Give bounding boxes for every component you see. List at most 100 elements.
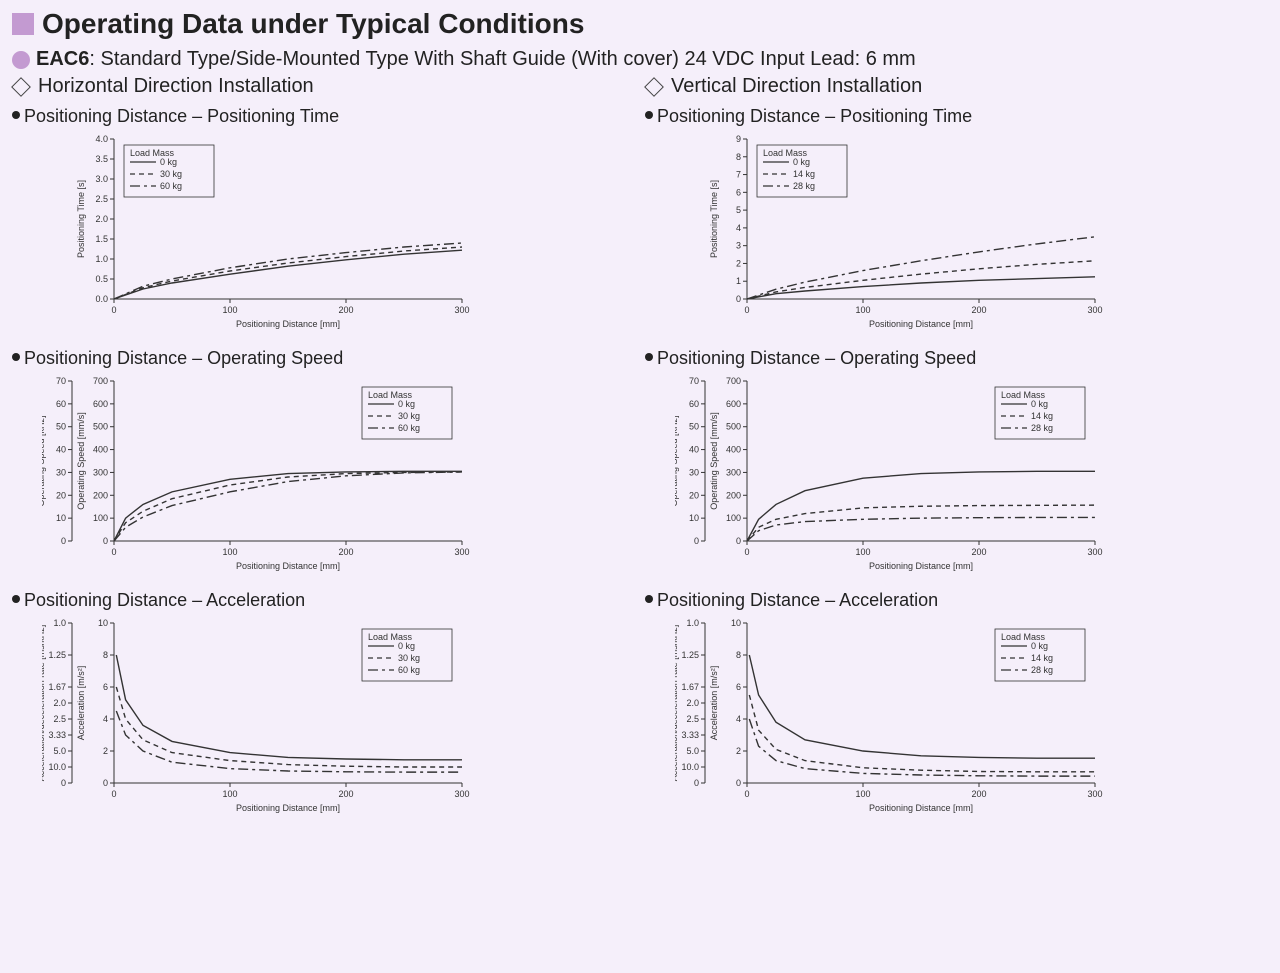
diamond-icon	[644, 77, 664, 97]
svg-text:200: 200	[338, 789, 353, 799]
svg-text:300: 300	[454, 547, 469, 557]
svg-text:0: 0	[111, 789, 116, 799]
svg-text:0: 0	[111, 547, 116, 557]
svg-text:40: 40	[56, 445, 66, 455]
chart-title-text: Positioning Distance – Positioning Time	[24, 106, 339, 126]
svg-text:Operating Speed [mm/s]: Operating Speed [mm/s]	[76, 412, 86, 510]
chart-slot: Positioning Distance – Operating Speed01…	[645, 344, 1268, 576]
svg-text:20: 20	[689, 490, 699, 500]
diamond-icon	[11, 77, 31, 97]
svg-text:50: 50	[56, 422, 66, 432]
svg-text:0 kg: 0 kg	[1031, 399, 1048, 409]
svg-text:60: 60	[689, 399, 699, 409]
svg-text:Positioning Distance [mm]: Positioning Distance [mm]	[869, 561, 973, 571]
svg-text:0: 0	[744, 789, 749, 799]
svg-text:2.0: 2.0	[686, 698, 699, 708]
chart-title-text: Positioning Distance – Operating Speed	[24, 348, 343, 368]
svg-text:700: 700	[726, 376, 741, 386]
svg-text:400: 400	[726, 445, 741, 455]
svg-text:2.5: 2.5	[686, 714, 699, 724]
chart-svg-wrap: 0100200300Positioning Distance [mm]01002…	[645, 371, 1268, 576]
chart-svg: 0100200300Positioning Distance [mm]02468…	[42, 613, 482, 818]
svg-text:60 kg: 60 kg	[398, 665, 420, 675]
svg-text:0: 0	[736, 536, 741, 546]
svg-text:0: 0	[736, 778, 741, 788]
svg-text:4: 4	[103, 714, 108, 724]
svg-text:500: 500	[726, 422, 741, 432]
svg-text:30 kg: 30 kg	[398, 653, 420, 663]
svg-text:100: 100	[93, 513, 108, 523]
svg-text:0 kg: 0 kg	[398, 641, 415, 651]
svg-text:200: 200	[971, 547, 986, 557]
svg-text:6: 6	[103, 682, 108, 692]
column-heading-vertical: Vertical Direction Installation	[645, 75, 1268, 98]
svg-text:0 kg: 0 kg	[793, 157, 810, 167]
svg-text:1.0: 1.0	[686, 618, 699, 628]
svg-text:0: 0	[694, 536, 699, 546]
svg-text:300: 300	[454, 789, 469, 799]
svg-text:4: 4	[736, 223, 741, 233]
svg-text:0: 0	[61, 778, 66, 788]
svg-text:100: 100	[855, 789, 870, 799]
svg-text:Acceleration/deceleration rate: Acceleration/deceleration rate [ms/kHz]	[42, 625, 46, 782]
svg-text:10: 10	[731, 618, 741, 628]
chart-title-text: Positioning Distance – Acceleration	[657, 590, 938, 610]
svg-text:2: 2	[736, 258, 741, 268]
svg-text:2.0: 2.0	[53, 698, 66, 708]
svg-text:0: 0	[694, 778, 699, 788]
chart-svg-wrap: 0100200300Positioning Distance [mm]0.00.…	[12, 129, 635, 334]
svg-text:300: 300	[1087, 547, 1102, 557]
svg-text:28 kg: 28 kg	[1031, 665, 1053, 675]
svg-text:0 kg: 0 kg	[160, 157, 177, 167]
chart-svg-wrap: 0100200300Positioning Distance [mm]02468…	[12, 613, 635, 818]
svg-text:0: 0	[111, 305, 116, 315]
main-title-row: Operating Data under Typical Conditions	[12, 8, 1268, 40]
svg-text:8: 8	[736, 650, 741, 660]
svg-text:1.0: 1.0	[53, 618, 66, 628]
svg-text:10.0: 10.0	[48, 762, 66, 772]
svg-text:3.5: 3.5	[95, 154, 108, 164]
svg-text:600: 600	[726, 399, 741, 409]
square-bullet-icon	[12, 13, 34, 35]
chart-title: Positioning Distance – Positioning Time	[645, 106, 1268, 127]
svg-text:30: 30	[56, 467, 66, 477]
svg-text:Operating Speed [kHz]: Operating Speed [kHz]	[675, 415, 679, 506]
chart-slot: Positioning Distance – Acceleration01002…	[645, 586, 1268, 818]
svg-text:3.0: 3.0	[95, 174, 108, 184]
bullet-icon	[12, 595, 20, 603]
svg-text:14 kg: 14 kg	[1031, 653, 1053, 663]
chart-title: Positioning Distance – Positioning Time	[12, 106, 635, 127]
svg-text:700: 700	[93, 376, 108, 386]
svg-text:60: 60	[56, 399, 66, 409]
svg-text:600: 600	[93, 399, 108, 409]
svg-text:Positioning Distance [mm]: Positioning Distance [mm]	[869, 319, 973, 329]
svg-text:2.5: 2.5	[95, 194, 108, 204]
svg-text:Positioning Distance [mm]: Positioning Distance [mm]	[236, 319, 340, 329]
svg-text:Acceleration/deceleration rate: Acceleration/deceleration rate [ms/kHz]	[675, 625, 679, 782]
svg-text:1.67: 1.67	[48, 682, 66, 692]
chart-slot: Positioning Distance – Positioning Time 0…	[12, 102, 635, 334]
svg-text:Positioning Distance [mm]: Positioning Distance [mm]	[869, 803, 973, 813]
svg-text:60 kg: 60 kg	[160, 181, 182, 191]
svg-text:28 kg: 28 kg	[1031, 423, 1053, 433]
chart-title-text: Positioning Distance – Operating Speed	[657, 348, 976, 368]
svg-text:70: 70	[689, 376, 699, 386]
svg-text:0: 0	[103, 536, 108, 546]
svg-text:400: 400	[93, 445, 108, 455]
chart-svg: 0100200300Positioning Distance [mm]0.00.…	[42, 129, 482, 334]
chart-svg: 0100200300Positioning Distance [mm]02468…	[675, 613, 1115, 818]
svg-text:0 kg: 0 kg	[1031, 641, 1048, 651]
svg-text:300: 300	[1087, 789, 1102, 799]
svg-text:300: 300	[93, 467, 108, 477]
svg-text:500: 500	[93, 422, 108, 432]
bullet-icon	[645, 595, 653, 603]
svg-text:3.33: 3.33	[681, 730, 699, 740]
svg-text:0: 0	[744, 305, 749, 315]
svg-text:0.0: 0.0	[95, 294, 108, 304]
svg-text:28 kg: 28 kg	[793, 181, 815, 191]
svg-text:300: 300	[726, 467, 741, 477]
bullet-icon	[12, 111, 20, 119]
svg-text:100: 100	[222, 305, 237, 315]
svg-text:1: 1	[736, 276, 741, 286]
svg-text:1.67: 1.67	[681, 682, 699, 692]
